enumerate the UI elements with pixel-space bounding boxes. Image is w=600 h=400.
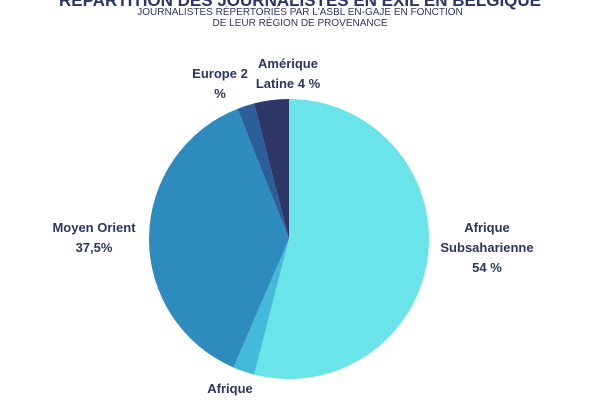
slice-label: Moyen Orient 37,5% [40,218,148,258]
category-label: Afrique [207,381,253,396]
pie-slice [237,103,289,239]
pie-slice [254,99,289,239]
chart-subtitle: JOURNALISTES RÉPERTORIÉS PAR L'ASBL EN-G… [137,7,463,29]
value-label: 4 % [297,76,321,91]
pie-slice [254,99,429,379]
category-label: Amérique Latine [255,56,318,91]
slice-label: Afrique [190,379,270,399]
pie-slice [149,108,289,368]
category-label: Europe [192,66,237,81]
value-label: 2 % [214,66,248,101]
slice-label: Europe 2 % [190,64,250,104]
category-label: Afrique Subsaharienne [440,220,534,255]
value-label: 54 % [472,260,502,275]
pie-slice [233,239,289,375]
chart-title: RÉPARTITION DES JOURNALISTES EN EXIL EN … [58,0,542,10]
category-label: Moyen Orient [52,220,136,235]
slice-label: Afrique Subsaharienne 54 % [432,218,542,278]
slice-label: Amérique Latine 4 % [243,54,333,94]
value-label: 37,5% [75,240,113,255]
